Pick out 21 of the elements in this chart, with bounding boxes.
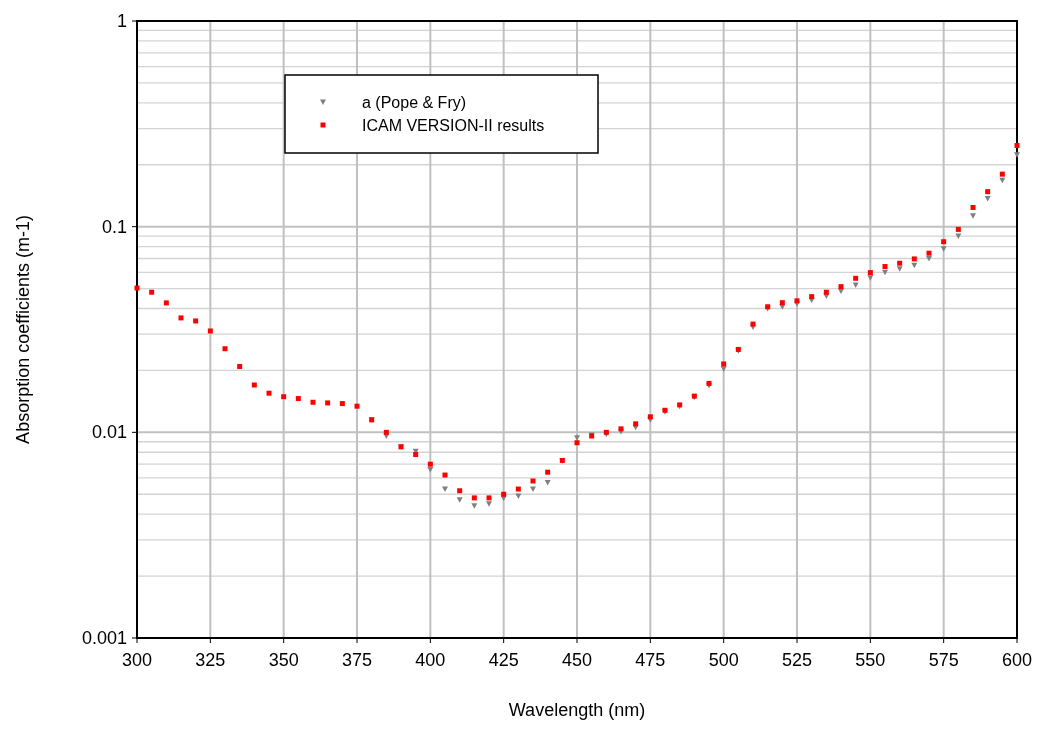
x-tick-label: 450: [561, 650, 593, 670]
y-tick-label: 0.1: [101, 216, 127, 237]
x-axis-title: Wavelength (nm): [508, 700, 646, 720]
legend-label: ICAM VERSION-II results: [362, 117, 545, 134]
x-tick-label: 600: [1001, 650, 1033, 670]
x-tick-label: 475: [635, 650, 666, 670]
x-tick-label: 500: [708, 650, 739, 670]
x-tick-label: 350: [268, 650, 299, 670]
x-tick-label: 375: [341, 650, 373, 670]
y-tick-label: 1: [116, 11, 127, 31]
x-tick-label: 400: [415, 650, 446, 670]
x-tick-label: 300: [121, 650, 153, 670]
y-axis-title: Absorption coefficients (m-1): [13, 215, 33, 444]
y-tick-label: 0.01: [91, 422, 127, 443]
x-tick-label: 425: [488, 650, 519, 670]
x-tick-label: 325: [195, 650, 226, 670]
y-tick-label: 0.001: [81, 628, 127, 648]
x-tick-label: 525: [781, 650, 813, 670]
x-tick-label: 550: [855, 650, 886, 670]
x-tick-label: 575: [928, 650, 959, 670]
legend-label: a (Pope & Fry): [362, 94, 467, 111]
